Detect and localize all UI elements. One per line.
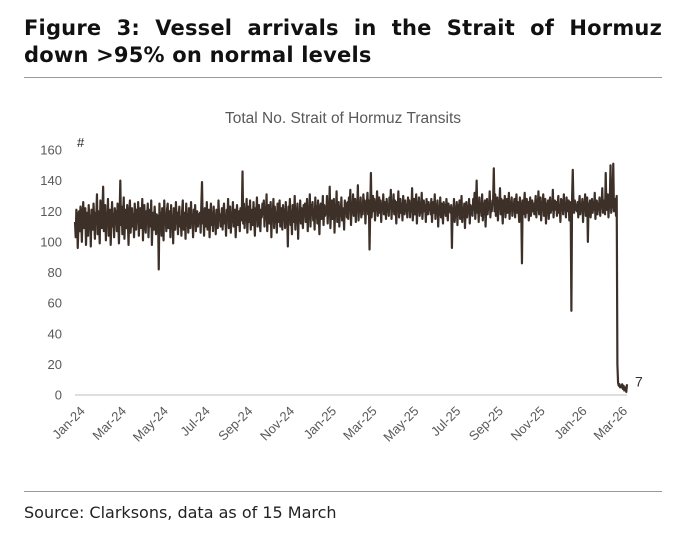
x-tick-label-jan-26: Jan-26 <box>551 403 590 442</box>
x-tick-label-nov-25: Nov-25 <box>508 403 548 443</box>
y-tick-label-40: 40 <box>48 326 62 341</box>
x-tick-label-mar-26: Mar-26 <box>591 403 631 443</box>
y-tick-label-140: 140 <box>40 173 62 188</box>
chart-container: Total No. Strait of Hormuz Transits # 0 2… <box>0 78 673 490</box>
x-tick-label-nov-24: Nov-24 <box>257 403 297 443</box>
source-note: Source: Clarksons, data as of 15 March <box>24 503 337 522</box>
y-axis-ticks: 0 20 40 60 80 100 120 140 160 <box>40 143 62 403</box>
x-axis-ticks: Jan-24 Mar-24 May-24 Jul-24 Sep-24 Nov-24 Jan-… <box>49 403 630 444</box>
y-axis-unit-label: # <box>77 135 85 150</box>
x-tick-label-jul-25: Jul-25 <box>428 403 464 439</box>
x-tick-label-jul-24: Jul-24 <box>177 403 213 439</box>
x-tick-label-jan-24: Jan-24 <box>49 403 88 442</box>
chart-annotations: 7 <box>635 373 643 389</box>
y-tick-label-100: 100 <box>40 234 62 249</box>
x-tick-label-sep-25: Sep-25 <box>466 403 506 443</box>
x-tick-label-may-25: May-25 <box>380 403 421 444</box>
x-tick-label-mar-24: Mar-24 <box>89 403 129 443</box>
series-line-total-transits <box>73 162 629 394</box>
x-tick-label-mar-25: Mar-25 <box>340 403 380 443</box>
bottom-rule <box>24 491 662 492</box>
top-rule <box>24 77 662 78</box>
x-tick-label-jan-25: Jan-25 <box>300 403 339 442</box>
y-tick-label-60: 60 <box>48 296 62 311</box>
figure-title: Figure 3: Vessel arrivals in the Strait … <box>24 16 662 67</box>
y-tick-label-80: 80 <box>48 265 62 280</box>
y-tick-label-20: 20 <box>48 357 62 372</box>
y-tick-label-160: 160 <box>40 143 62 158</box>
line-chart: Total No. Strait of Hormuz Transits # 0 2… <box>40 110 643 445</box>
x-tick-label-sep-24: Sep-24 <box>215 403 255 443</box>
annotation-last-value: 7 <box>635 373 643 389</box>
chart-title: Total No. Strait of Hormuz Transits <box>225 110 461 127</box>
y-tick-label-0: 0 <box>55 388 62 403</box>
y-tick-label-120: 120 <box>40 204 62 219</box>
x-tick-label-may-24: May-24 <box>130 403 171 444</box>
